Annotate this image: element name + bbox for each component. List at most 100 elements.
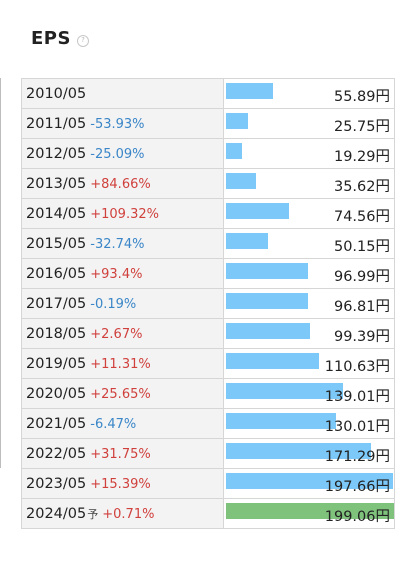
eps-value-cell: 74.56円 (223, 198, 395, 229)
eps-bar (226, 413, 337, 429)
fiscal-year: 2017/05 (26, 295, 87, 312)
eps-number: 96.81 (333, 299, 376, 315)
eps-number: 25.75 (333, 119, 376, 135)
table-row: 2021/05 -6.47% 130.01円 (20, 408, 395, 439)
yoy-change: +2.67% (90, 326, 143, 342)
help-icon[interactable]: ? (76, 34, 89, 47)
yoy-change: +25.65% (90, 386, 151, 402)
fiscal-year: 2011/05 (26, 115, 87, 132)
currency-unit: 円 (375, 449, 391, 465)
eps-value: 96.81円 (334, 295, 390, 316)
currency-unit: 円 (375, 239, 391, 255)
eps-value-cell: 55.89円 (223, 78, 395, 109)
eps-value-cell: 199.06円 (223, 498, 395, 529)
eps-value: 130.01円 (325, 415, 390, 436)
eps-value: 50.15円 (334, 235, 390, 256)
eps-bar (226, 143, 243, 159)
table-row: 2012/05 -25.09% 19.29円 (20, 138, 395, 169)
currency-unit: 円 (375, 89, 391, 105)
yoy-change: -25.09% (90, 146, 145, 162)
currency-unit: 円 (375, 359, 391, 375)
currency-unit: 円 (375, 299, 391, 315)
yoy-change: +31.75% (90, 446, 151, 462)
eps-number: 19.29 (333, 149, 376, 165)
year-cell: 2019/05 +11.31% (20, 348, 225, 379)
year-cell: 2011/05 -53.93% (20, 108, 225, 139)
eps-value-cell: 110.63円 (223, 348, 395, 379)
eps-value: 99.39円 (334, 325, 390, 346)
eps-value: 96.99円 (334, 265, 390, 286)
currency-unit: 円 (375, 329, 391, 345)
eps-number: 130.01 (324, 419, 376, 435)
currency-unit: 円 (375, 119, 391, 135)
year-cell: 2016/05 +93.4% (20, 258, 225, 289)
year-cell: 2024/05予 +0.71% (20, 498, 225, 529)
left-border (0, 78, 1, 468)
fiscal-year: 2014/05 (26, 205, 87, 222)
eps-bar (226, 473, 394, 489)
year-cell: 2012/05 -25.09% (20, 138, 225, 169)
yoy-change: +84.66% (90, 176, 151, 192)
table-row: 2015/05 -32.74% 50.15円 (20, 228, 395, 259)
currency-unit: 円 (375, 149, 391, 165)
yoy-change: +109.32% (90, 206, 159, 222)
eps-value: 74.56円 (334, 205, 390, 226)
eps-bar (226, 233, 269, 249)
eps-table: 2010/05 55.89円 2011/05 -53.93% 25.75円 2012/05… (20, 78, 395, 529)
yoy-change: -6.47% (90, 416, 137, 432)
fiscal-year: 2023/05 (26, 475, 87, 492)
yoy-change: -53.93% (90, 116, 145, 132)
fiscal-year: 2018/05 (26, 325, 87, 342)
eps-value: 110.63円 (325, 355, 390, 376)
eps-value: 139.01円 (325, 385, 390, 406)
forecast-mark: 予 (87, 507, 99, 521)
eps-value: 199.06円 (325, 505, 390, 526)
currency-unit: 円 (375, 269, 391, 285)
table-row: 2016/05 +93.4% 96.99円 (20, 258, 395, 289)
eps-bar (226, 83, 274, 99)
eps-number: 139.01 (324, 389, 376, 405)
yoy-change: +0.71% (102, 506, 155, 522)
eps-value-cell: 50.15円 (223, 228, 395, 259)
eps-number: 197.66 (324, 479, 376, 495)
eps-bar (226, 443, 372, 459)
eps-value-cell: 96.81円 (223, 288, 395, 319)
fiscal-year: 2012/05 (26, 145, 87, 162)
eps-number: 110.63 (324, 359, 376, 375)
eps-value-cell: 171.29円 (223, 438, 395, 469)
currency-unit: 円 (375, 209, 391, 225)
eps-number: 199.06 (324, 509, 376, 525)
eps-value: 19.29円 (334, 145, 390, 166)
year-cell: 2014/05 +109.32% (20, 198, 225, 229)
fiscal-year: 2010/05 (26, 85, 87, 102)
eps-bar (226, 173, 257, 189)
table-row: 2022/05 +31.75% 171.29円 (20, 438, 395, 469)
table-row: 2017/05 -0.19% 96.81円 (20, 288, 395, 319)
eps-number: 50.15 (333, 239, 376, 255)
currency-unit: 円 (375, 179, 391, 195)
yoy-change: -32.74% (90, 236, 145, 252)
eps-bar (226, 293, 309, 309)
table-row: 2024/05予 +0.71% 199.06円 (20, 498, 395, 529)
fiscal-year: 2020/05 (26, 385, 87, 402)
eps-value: 35.62円 (334, 175, 390, 196)
eps-value-cell: 197.66円 (223, 468, 395, 499)
year-cell: 2017/05 -0.19% (20, 288, 225, 319)
year-cell: 2021/05 -6.47% (20, 408, 225, 439)
table-row: 2010/05 55.89円 (20, 78, 395, 109)
eps-value-cell: 19.29円 (223, 138, 395, 169)
yoy-change: +93.4% (90, 266, 143, 282)
year-cell: 2020/05 +25.65% (20, 378, 225, 409)
eps-value: 25.75円 (334, 115, 390, 136)
yoy-change: +11.31% (90, 356, 151, 372)
eps-value-cell: 25.75円 (223, 108, 395, 139)
table-row: 2011/05 -53.93% 25.75円 (20, 108, 395, 139)
eps-value: 197.66円 (325, 475, 390, 496)
eps-value-cell: 99.39円 (223, 318, 395, 349)
table-row: 2018/05 +2.67% 99.39円 (20, 318, 395, 349)
eps-bar (226, 323, 311, 339)
table-row: 2023/05 +15.39% 197.66円 (20, 468, 395, 499)
eps-value-cell: 96.99円 (223, 258, 395, 289)
table-row: 2014/05 +109.32% 74.56円 (20, 198, 395, 229)
eps-value-cell: 35.62円 (223, 168, 395, 199)
